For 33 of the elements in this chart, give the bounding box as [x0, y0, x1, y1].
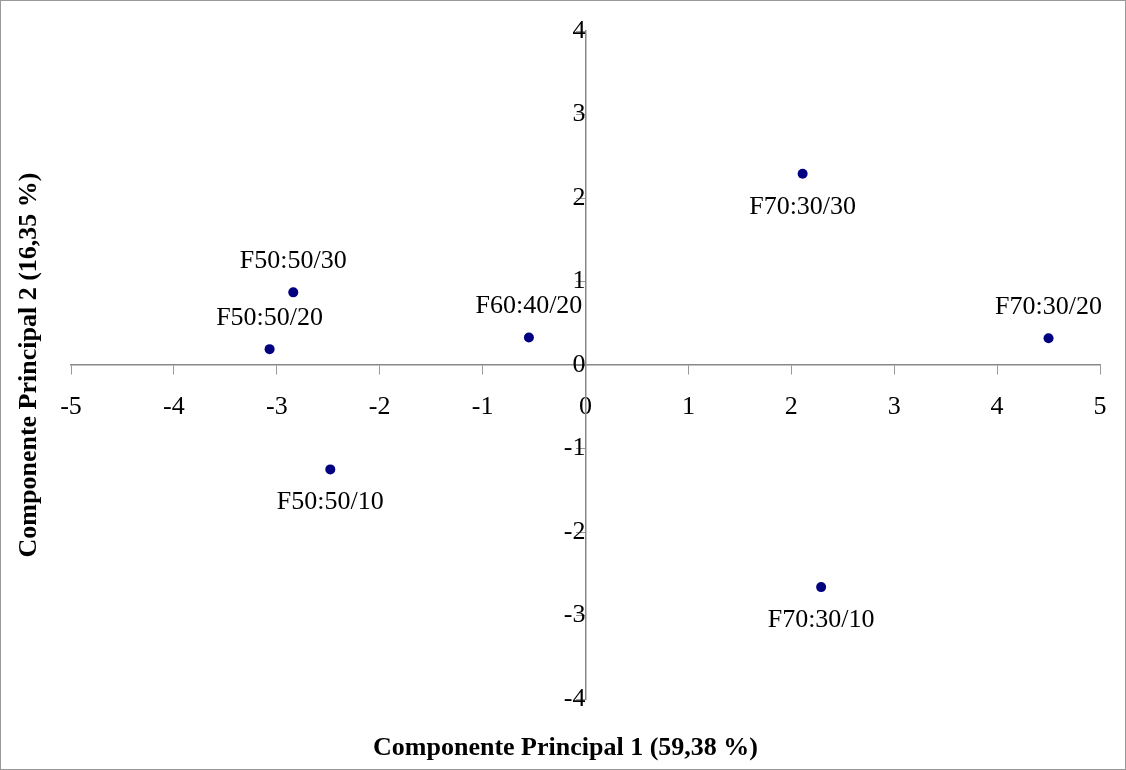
- point: [1043, 333, 1054, 344]
- point: [816, 582, 827, 593]
- x-tick-label: -2: [368, 391, 391, 421]
- x-tick-label: 5: [1093, 391, 1107, 421]
- point: [523, 332, 534, 343]
- y-tick-label: 0: [572, 348, 586, 378]
- y-tick-label: -3: [563, 599, 586, 629]
- annotation: F50:50/20: [216, 301, 324, 331]
- x-tick-label: -3: [265, 391, 288, 421]
- y-tick-label: -2: [563, 515, 586, 545]
- x-tick-label: 4: [990, 391, 1004, 421]
- x-tick-label: -5: [60, 391, 82, 421]
- y-axis-title: Componente Principal 2 (16,35 %): [12, 172, 42, 558]
- point: [264, 344, 275, 355]
- x-axis-title: Componente Principal 1 (59,38 %): [373, 731, 758, 761]
- annotation: F70:30/10: [767, 603, 875, 633]
- y-tick-label: 4: [572, 14, 586, 44]
- point: [325, 464, 336, 475]
- y-tick-label: 3: [572, 98, 586, 128]
- x-tick-label: 1: [681, 391, 695, 421]
- x-tick-label: 2: [784, 391, 798, 421]
- y-tick-label: -4: [563, 682, 586, 712]
- annotation: F50:50/10: [276, 486, 384, 516]
- x-tick-label: -4: [163, 391, 185, 421]
- x-tick-label: -1: [471, 391, 494, 421]
- point: [288, 287, 299, 298]
- annotation: F70:30/30: [749, 190, 857, 220]
- point: [797, 168, 808, 179]
- annotation: F70:30/20: [995, 291, 1103, 321]
- y-tick-label: -1: [563, 432, 586, 462]
- x-tick-label: 3: [887, 391, 901, 421]
- y-tick-label: 2: [572, 181, 586, 211]
- annotation: F50:50/30: [239, 245, 347, 275]
